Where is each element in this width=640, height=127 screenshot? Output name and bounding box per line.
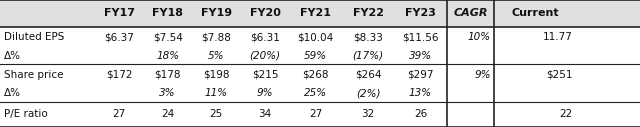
Text: FY17: FY17 (104, 8, 134, 18)
Text: 10%: 10% (468, 32, 491, 42)
Text: FY20: FY20 (250, 8, 280, 18)
Text: 25: 25 (210, 109, 223, 119)
Text: (2%): (2%) (356, 88, 380, 98)
Text: $251: $251 (547, 70, 573, 80)
Bar (0, 48, 640, 64)
Bar (0, 0, 640, 27)
Text: Share price: Share price (4, 70, 63, 80)
Bar (0, 27, 640, 48)
Bar (0, 102, 640, 127)
Text: 9%: 9% (474, 70, 491, 80)
Text: Current: Current (511, 8, 559, 18)
Text: 24: 24 (161, 109, 174, 119)
Text: $10.04: $10.04 (298, 32, 333, 42)
Text: $11.56: $11.56 (402, 32, 439, 42)
Text: $268: $268 (302, 70, 329, 80)
Text: Diluted EPS: Diluted EPS (4, 32, 64, 42)
Text: FY23: FY23 (405, 8, 436, 18)
Text: 25%: 25% (304, 88, 327, 98)
Text: 27: 27 (113, 109, 125, 119)
Text: 34: 34 (259, 109, 271, 119)
Bar (0, 64, 640, 85)
Text: Δ%: Δ% (4, 88, 21, 98)
Text: CAGR: CAGR (453, 8, 488, 18)
Text: $215: $215 (252, 70, 278, 80)
Text: 59%: 59% (304, 51, 327, 61)
Text: $6.37: $6.37 (104, 32, 134, 42)
Text: 5%: 5% (208, 51, 225, 61)
Text: 18%: 18% (156, 51, 179, 61)
Text: $172: $172 (106, 70, 132, 80)
Text: 39%: 39% (409, 51, 432, 61)
Text: (17%): (17%) (353, 51, 383, 61)
Text: 3%: 3% (159, 88, 176, 98)
Text: FY21: FY21 (300, 8, 331, 18)
Text: $297: $297 (407, 70, 434, 80)
Text: $264: $264 (355, 70, 381, 80)
Text: $178: $178 (154, 70, 181, 80)
Text: Δ%: Δ% (4, 51, 21, 61)
Text: $8.33: $8.33 (353, 32, 383, 42)
Text: 26: 26 (414, 109, 427, 119)
Bar (0, 85, 640, 102)
Text: 27: 27 (309, 109, 322, 119)
Text: 11%: 11% (205, 88, 228, 98)
Text: $198: $198 (203, 70, 230, 80)
Text: $6.31: $6.31 (250, 32, 280, 42)
Text: (20%): (20%) (250, 51, 280, 61)
Text: 13%: 13% (409, 88, 432, 98)
Text: $7.88: $7.88 (202, 32, 231, 42)
Text: FY22: FY22 (353, 8, 383, 18)
Text: 22: 22 (559, 109, 573, 119)
Text: 9%: 9% (257, 88, 273, 98)
Text: 11.77: 11.77 (543, 32, 573, 42)
Text: $7.54: $7.54 (153, 32, 182, 42)
Text: FY18: FY18 (152, 8, 183, 18)
Text: FY19: FY19 (201, 8, 232, 18)
Text: P/E ratio: P/E ratio (4, 109, 47, 119)
Text: 32: 32 (362, 109, 374, 119)
